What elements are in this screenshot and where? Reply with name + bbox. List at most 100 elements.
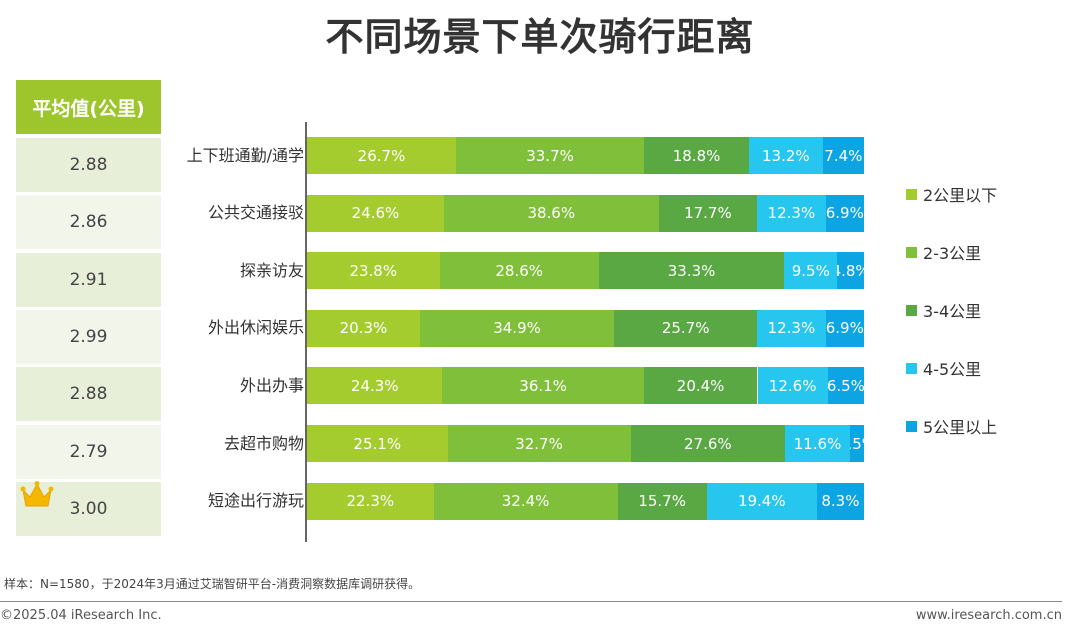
bar-segment: 11.6% — [785, 425, 850, 462]
legend-swatch — [906, 246, 917, 258]
bar-segment: 32.7% — [447, 425, 631, 462]
category-label: 探亲访友 — [239, 260, 304, 280]
bar-segment: 25.1% — [307, 425, 448, 462]
bar-segment: 20.3% — [307, 309, 420, 347]
data-label: 6.5% — [827, 376, 864, 395]
category-label: 外出办事 — [239, 375, 304, 395]
data-label: 2.5% — [850, 434, 864, 453]
bar-segment: 8.3% — [816, 482, 864, 520]
legend-swatch — [906, 304, 917, 316]
bar-segment: 28.6% — [439, 252, 599, 290]
bar-segment: 24.3% — [307, 367, 443, 405]
data-label: 18.8% — [672, 146, 721, 165]
data-label: 12.6% — [768, 376, 817, 395]
bar-segment: 23.8% — [307, 252, 440, 290]
bar-segment: 19.4% — [706, 482, 817, 520]
data-label: 26.7% — [357, 146, 406, 165]
legend-swatch — [906, 362, 917, 374]
data-label: 6.9% — [825, 319, 864, 338]
data-label: 20.3% — [339, 319, 388, 338]
data-label: 4.8% — [837, 261, 864, 280]
average-header: 平均值(公里) — [16, 80, 161, 134]
legend-label: 3-4公里 — [923, 302, 982, 321]
bar-segment: 36.1% — [442, 367, 644, 405]
data-label: 23.8% — [349, 261, 398, 280]
legend-item: 2公里以下 — [906, 182, 997, 206]
bar-segment: 15.7% — [617, 482, 707, 520]
bar-segment: 6.5% — [827, 367, 864, 405]
data-label: 20.4% — [676, 376, 725, 395]
data-label: 7.4% — [824, 146, 863, 165]
chart-title: 不同场景下单次骑行距离 — [325, 15, 755, 59]
y-axis-line — [305, 122, 307, 542]
bar-segment: 17.7% — [658, 194, 758, 232]
category-label: 公共交通接驳 — [207, 203, 304, 223]
bar-segment: 38.6% — [443, 194, 659, 232]
data-label: 25.1% — [353, 434, 402, 453]
data-label: 34.9% — [493, 319, 541, 338]
average-value: 2.88 — [16, 367, 161, 422]
bar-segment: 12.6% — [757, 367, 828, 405]
bar-segment: 27.6% — [630, 425, 786, 462]
bar-segment: 24.6% — [307, 194, 444, 232]
bar-segment: 32.4% — [433, 482, 618, 520]
legend-swatch — [906, 420, 917, 432]
data-label: 6.9% — [825, 204, 864, 223]
data-label: 19.4% — [737, 492, 786, 511]
data-label: 24.6% — [351, 204, 400, 223]
bar-segment: 9.5% — [784, 252, 838, 290]
average-value: 2.86 — [16, 195, 161, 250]
bar-segment: 12.3% — [757, 309, 826, 347]
bar-segment: 2.5% — [850, 425, 864, 462]
data-label: 11.6% — [793, 434, 842, 453]
average-value: 2.91 — [16, 252, 161, 307]
legend-label: 4-5公里 — [923, 360, 982, 379]
data-label: 38.6% — [527, 204, 576, 223]
bar-segment: 33.7% — [456, 137, 645, 174]
data-label: 12.3% — [767, 204, 816, 223]
bar-segment: 18.8% — [644, 137, 750, 174]
legend-item: 4-5公里 — [906, 356, 981, 380]
data-label: 24.3% — [350, 376, 399, 395]
data-label: 33.3% — [667, 261, 716, 280]
bar-segment: 20.4% — [643, 367, 758, 405]
bar-segment: 25.7% — [614, 309, 758, 347]
category-label: 去超市购物 — [223, 433, 304, 453]
copyright: ©2025.04 iResearch Inc. — [0, 608, 162, 623]
bar-segment: 4.8% — [837, 252, 864, 290]
average-value: 2.99 — [16, 309, 161, 364]
bar-segment: 26.7% — [307, 137, 457, 174]
data-label: 22.3% — [346, 492, 395, 511]
data-label: 9.5% — [791, 261, 830, 280]
data-label: 33.7% — [526, 146, 574, 165]
legend-label: 2-3公里 — [923, 244, 982, 263]
data-label: 32.7% — [515, 434, 563, 453]
average-value: 2.88 — [16, 138, 161, 192]
data-label: 15.7% — [638, 492, 686, 511]
data-label: 17.7% — [684, 204, 732, 223]
bar-segment: 12.3% — [757, 194, 826, 232]
bar-segment: 6.9% — [825, 309, 864, 347]
bar-segment: 34.9% — [419, 309, 615, 347]
footer-divider — [0, 601, 1062, 602]
category-label: 外出休闲娱乐 — [207, 318, 304, 338]
bar-segment: 13.2% — [749, 137, 823, 174]
crown-icon — [20, 481, 54, 507]
data-label: 25.7% — [661, 319, 710, 338]
bar-segment: 22.3% — [307, 482, 434, 520]
category-label: 上下班通勤/通学 — [186, 145, 304, 165]
legend-item: 3-4公里 — [906, 298, 981, 322]
legend-item: 2-3公里 — [906, 240, 981, 264]
data-label: 36.1% — [519, 376, 567, 395]
data-label: 28.6% — [495, 261, 544, 280]
legend-item: 5公里以上 — [906, 414, 997, 438]
data-label: 32.4% — [501, 492, 550, 511]
bar-segment: 7.4% — [822, 137, 864, 174]
average-value: 2.79 — [16, 424, 161, 479]
bar-segment: 6.9% — [825, 194, 864, 232]
sample-note: 样本：N=1580，于2024年3月通过艾瑞智研平台-消费洞察数据库调研获得。 — [4, 577, 421, 591]
website-link[interactable]: www.iresearch.com.cn — [915, 608, 1062, 623]
bar-segment: 33.3% — [598, 252, 785, 290]
data-label: 13.2% — [762, 146, 810, 165]
legend-label: 5公里以上 — [923, 418, 998, 437]
